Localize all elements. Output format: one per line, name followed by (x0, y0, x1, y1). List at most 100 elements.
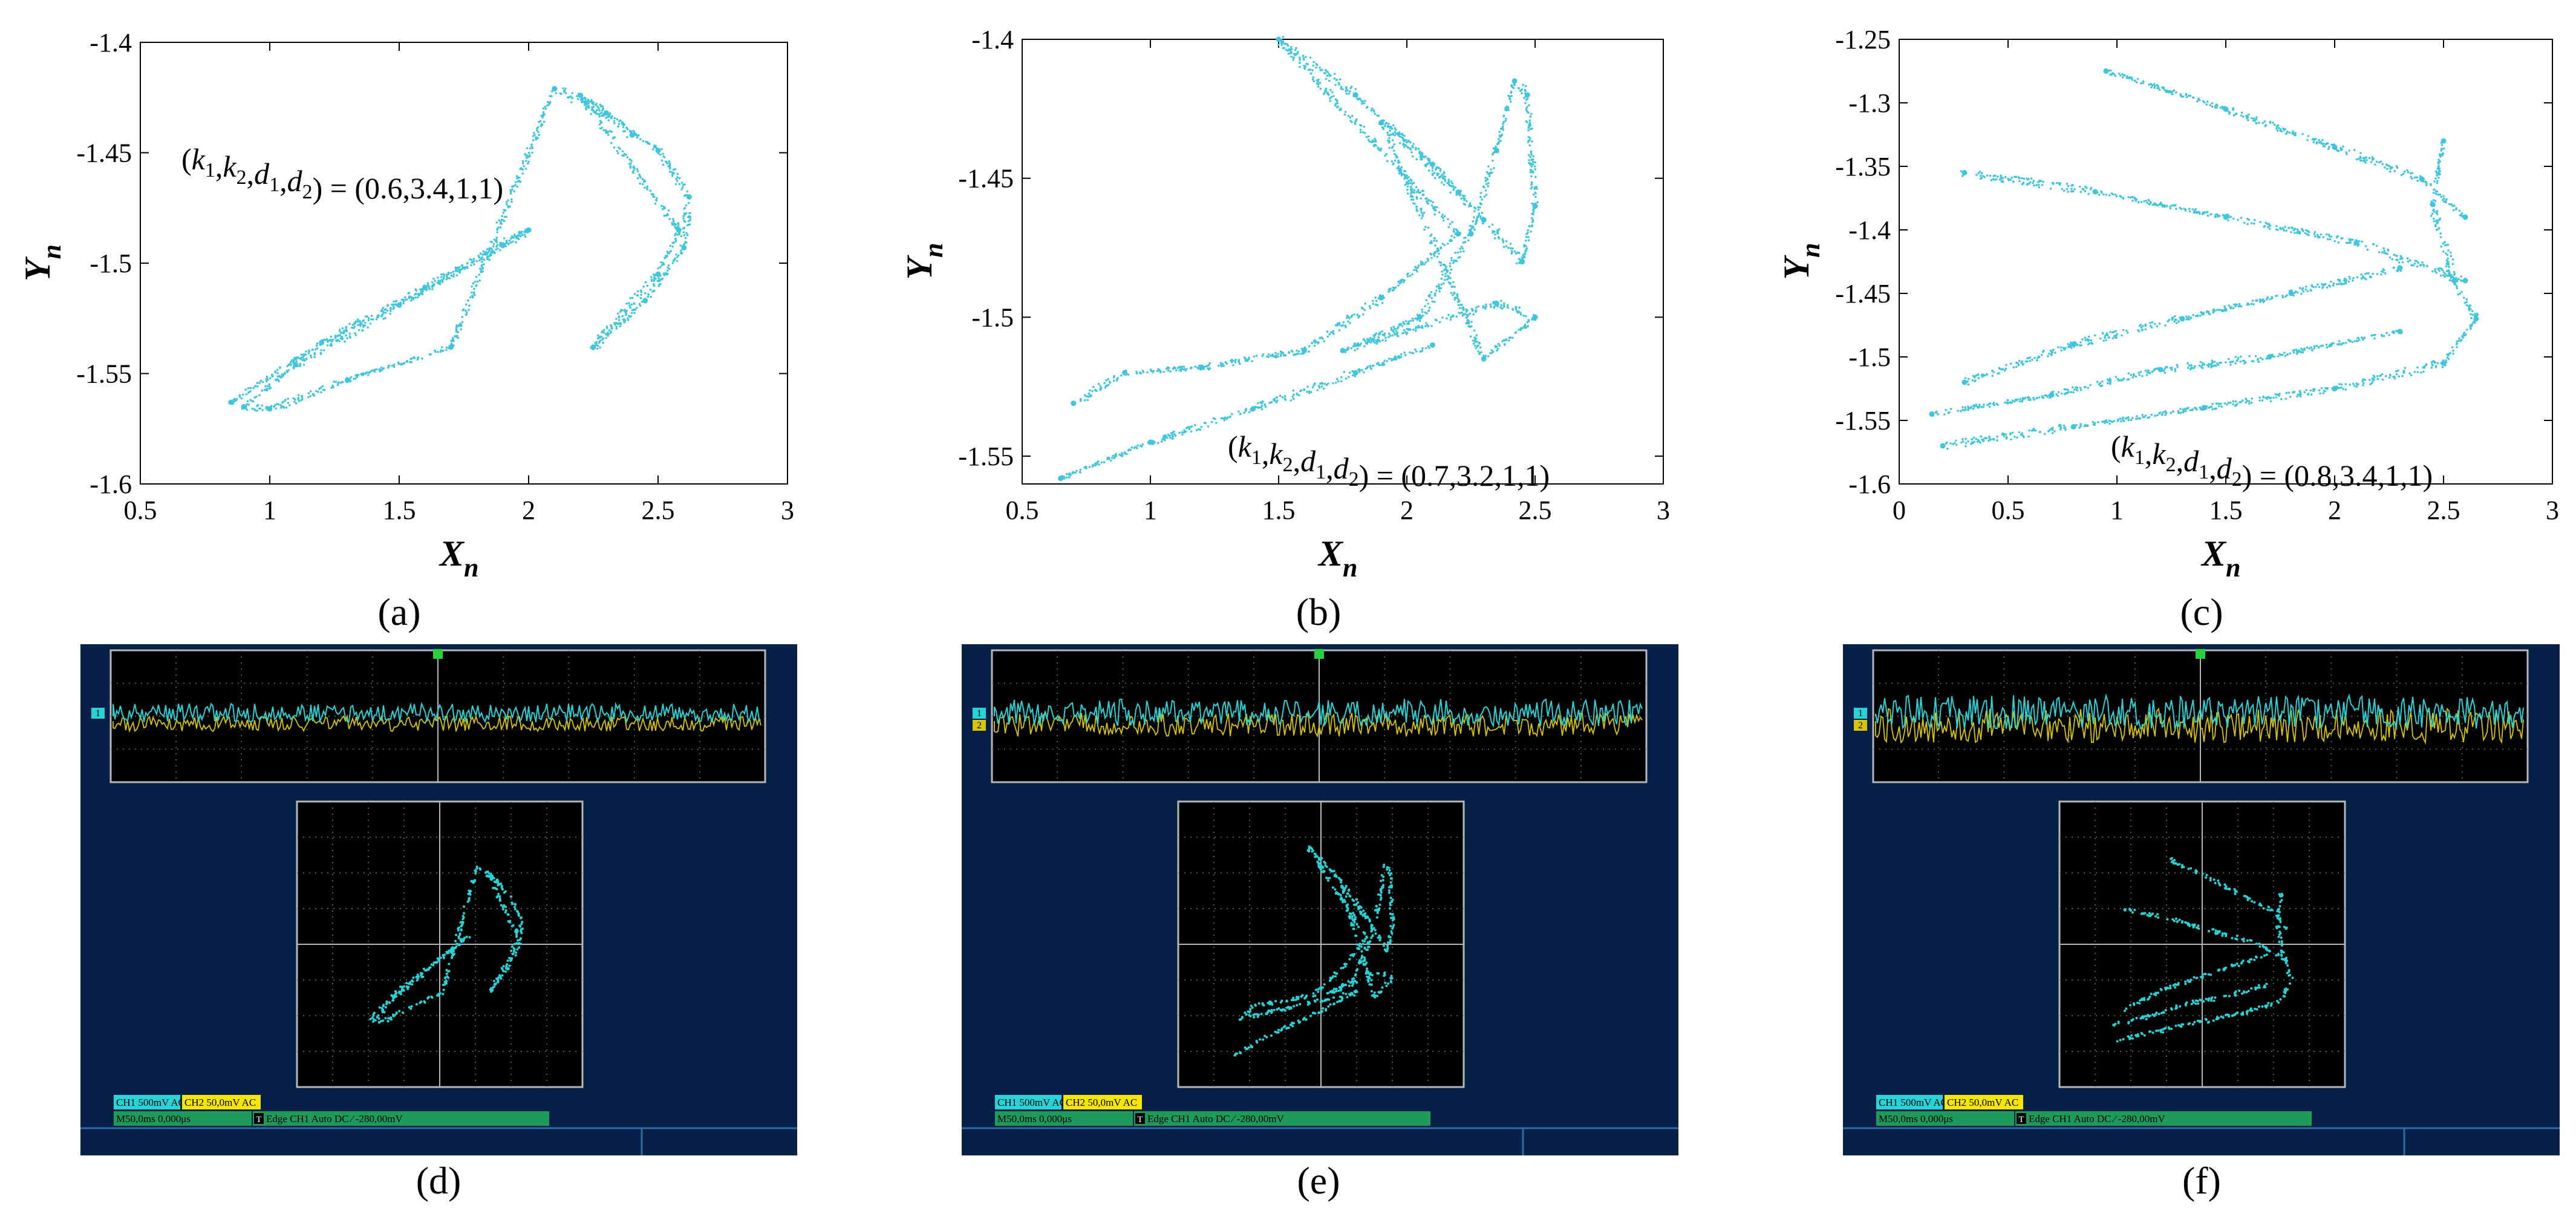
attractor-dot (1427, 169, 1430, 172)
attractor-dot (2199, 315, 2202, 317)
attractor-dot (1424, 226, 1427, 228)
attractor-dot (1478, 214, 1481, 217)
attractor-dot (247, 403, 250, 406)
attractor-dot (1308, 391, 1311, 394)
attractor-dot (1472, 220, 1475, 223)
attractor-dot (1481, 212, 1484, 214)
attractor-dot (671, 245, 674, 248)
attractor-dot (2049, 349, 2052, 352)
attractor-dot (2101, 380, 2104, 383)
attractor-dot (1085, 467, 1087, 470)
attractor-dot (1479, 192, 1482, 194)
attractor-dot (2340, 283, 2343, 286)
attractor-dot (502, 212, 504, 214)
attractor-dot (1395, 330, 1398, 333)
attractor-dot (1513, 83, 1516, 87)
attractor-dot (1153, 440, 1155, 443)
attractor-dot (1199, 368, 1202, 371)
attractor-dot (1412, 351, 1415, 354)
attractor-dot (1468, 229, 1471, 232)
attractor-dot (523, 230, 526, 234)
attractor-dot (2328, 146, 2330, 148)
attractor-dot (650, 279, 653, 283)
attractor-dot (1466, 314, 1469, 316)
attractor-dot (2257, 122, 2260, 124)
attractor-dot (1272, 355, 1275, 358)
attractor-dot (2445, 270, 2448, 273)
attractor-dot (2298, 287, 2301, 290)
attractor-dot (605, 117, 607, 119)
attractor-dot (1525, 236, 1528, 238)
attractor-dot (1518, 252, 1521, 255)
attractor-dot (468, 309, 470, 311)
attractor-dot (1524, 240, 1527, 242)
attractor-dot (1532, 213, 1534, 216)
attractor-dot (2235, 113, 2237, 116)
attractor-dot (377, 314, 379, 316)
attractor-dot (2157, 85, 2159, 88)
attractor-dot (2106, 69, 2108, 71)
attractor-dot (2139, 371, 2142, 373)
attractor-dot (1066, 472, 1068, 475)
attractor-dot (2357, 336, 2360, 339)
attractor-dot (329, 339, 332, 341)
attractor-dot (440, 276, 443, 278)
attractor-dot (1420, 197, 1423, 200)
attractor-dot (2341, 342, 2344, 345)
attractor-dot (1970, 407, 1972, 410)
attractor-dot (2315, 286, 2317, 289)
attractor-dot (674, 238, 677, 241)
attractor-dot (2030, 429, 2033, 432)
attractor-dot (1946, 447, 1949, 450)
attractor-dot (516, 177, 518, 180)
attractor-dot (1269, 354, 1272, 357)
attractor-dot (2330, 342, 2333, 345)
attractor-dot (1476, 215, 1479, 218)
attractor-dot (2268, 227, 2271, 230)
attractor-dot (356, 321, 359, 323)
attractor-dot (2426, 265, 2428, 267)
attractor-dot (1488, 226, 1490, 228)
attractor-dot (2232, 307, 2235, 310)
attractor-dot (2220, 309, 2223, 312)
attractor-dot (2072, 391, 2075, 394)
attractor-dot (232, 402, 234, 405)
attractor-dot (1453, 228, 1455, 230)
attractor-dot (1373, 111, 1375, 113)
x-tick-label: 0.5 (124, 495, 157, 525)
attractor-dot (2280, 130, 2283, 133)
attractor-dot (2277, 355, 2280, 358)
attractor-dot (1072, 471, 1074, 474)
attractor-dot (1469, 325, 1471, 328)
attractor-dot (1372, 299, 1374, 302)
attractor-dot (2151, 203, 2154, 206)
attractor-dot (1484, 180, 1487, 183)
attractor-dot (1387, 332, 1391, 335)
attractor-dot (621, 150, 624, 152)
attractor-dot (293, 356, 296, 359)
attractor-dot (305, 358, 308, 360)
attractor-dot (500, 241, 502, 244)
attractor-dot (1533, 314, 1535, 316)
attractor-dot (1472, 309, 1474, 312)
attractor-dot (2029, 181, 2032, 183)
attractor-dot (1296, 352, 1299, 355)
attractor-dot (490, 251, 492, 253)
attractor-dot (1527, 129, 1530, 132)
attractor-dot (1372, 364, 1375, 367)
attractor-dot (657, 152, 660, 155)
attractor-dot (646, 186, 648, 189)
attractor-dot (1528, 225, 1530, 227)
attractor-dot (1374, 137, 1376, 140)
attractor-dot (633, 312, 636, 315)
attractor-dot (1473, 206, 1476, 209)
attractor-dot (2193, 367, 2196, 369)
y-tick-label: -1.4 (90, 28, 132, 57)
attractor-dot (1527, 320, 1530, 322)
attractor-dot (1479, 346, 1482, 349)
attractor-dot (380, 315, 383, 318)
attractor-dot (2425, 182, 2428, 185)
attractor-dot (2451, 204, 2454, 207)
attractor-dot (2255, 116, 2258, 119)
attractor-dot (407, 292, 409, 295)
